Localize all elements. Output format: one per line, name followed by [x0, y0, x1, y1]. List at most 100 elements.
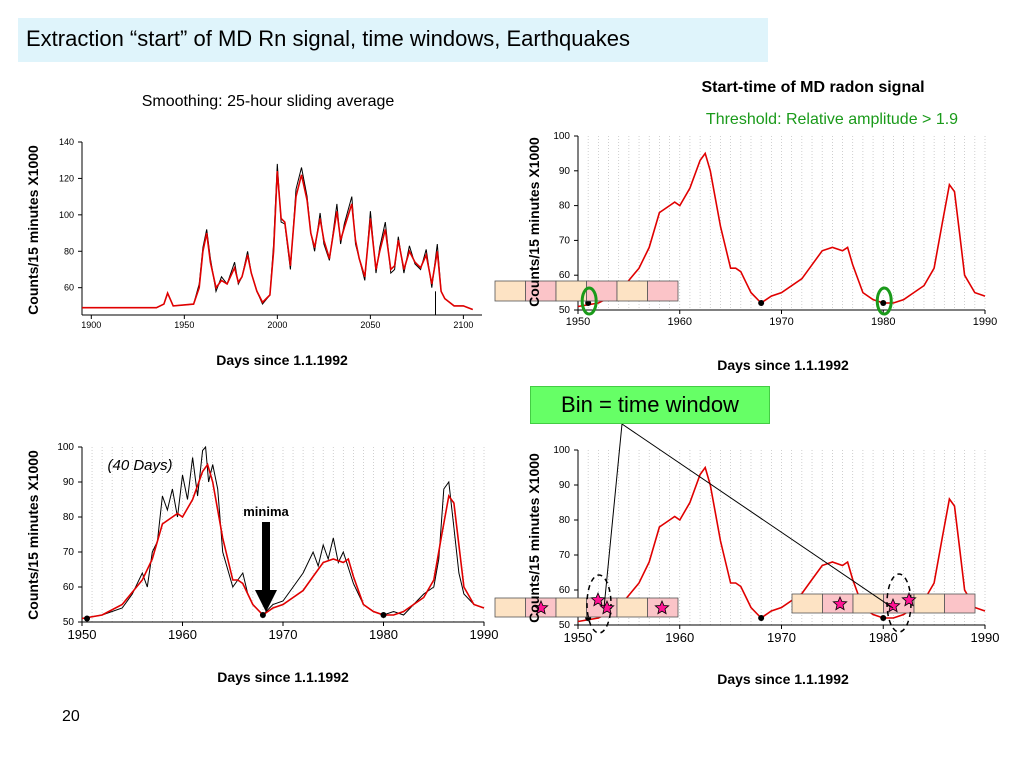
- x-tick-label: 1960: [665, 630, 694, 645]
- x-tick-label: 1950: [566, 316, 590, 328]
- x-tick-label: 1980: [369, 627, 398, 642]
- y-tick-label: 100: [553, 131, 570, 142]
- x-tick-label: 2000: [267, 320, 287, 330]
- y-tick-label: 120: [59, 173, 74, 183]
- y-tick-label: 60: [63, 582, 75, 593]
- time-bin: [913, 593, 945, 614]
- y-tick-label: 50: [559, 305, 571, 316]
- y-tick-label: 80: [63, 512, 75, 523]
- threshold-ellipse: [875, 286, 893, 316]
- minimum-point: [585, 300, 592, 307]
- callout-line: [621, 423, 894, 609]
- earthquake-star: [832, 595, 848, 611]
- title-banner: [18, 18, 768, 62]
- y-axis-label: Counts/15 minutes X1000: [526, 453, 542, 623]
- callout-line: [603, 423, 623, 609]
- chart-title: Start-time of MD radon signal: [701, 79, 924, 96]
- x-axis-label: Days since 1.1.1992: [717, 671, 849, 687]
- x-tick-label: 1990: [470, 627, 499, 642]
- time-bin: [616, 597, 648, 618]
- x-tick-label: 1990: [973, 316, 997, 328]
- y-tick-label: 80: [559, 515, 571, 526]
- earthquake-star: [654, 599, 670, 615]
- time-bin: [791, 593, 823, 614]
- window-ellipse: [586, 574, 612, 634]
- chart-tr: [494, 135, 986, 316]
- time-bin: [852, 593, 884, 614]
- y-tick-label: 140: [59, 137, 74, 147]
- series-line-smoothed: [577, 151, 986, 308]
- x-tick-label: 1980: [871, 316, 895, 328]
- x-tick-label: 1950: [174, 320, 194, 330]
- x-axis-label: Days since 1.1.1992: [717, 357, 849, 373]
- chart-br: [494, 423, 986, 634]
- x-tick-label: 2100: [453, 320, 473, 330]
- y-tick-label: 70: [63, 547, 75, 558]
- time-bin: [555, 597, 587, 618]
- y-tick-label: 100: [553, 445, 570, 456]
- chart-tl: [78, 141, 482, 319]
- x-tick-label: 1950: [68, 627, 97, 642]
- y-tick-label: 80: [559, 201, 571, 212]
- minimum-point: [758, 615, 765, 621]
- x-axis-label: Days since 1.1.1992: [217, 669, 349, 685]
- earthquake-star: [590, 591, 606, 607]
- y-tick-label: 50: [559, 620, 571, 631]
- earthquake-star: [901, 591, 917, 607]
- chart-title: Smoothing: 25-hour sliding average: [142, 93, 395, 110]
- minima-arrow-head: [255, 590, 277, 612]
- series-line-smoothed: [82, 171, 473, 311]
- threshold-ellipse: [580, 286, 598, 316]
- x-tick-label: 1960: [168, 627, 197, 642]
- chart-bl: [78, 445, 485, 626]
- slide-title: Extraction “start” of MD Rn signal, time…: [26, 26, 631, 51]
- time-bin: [616, 280, 648, 302]
- y-tick-label: 60: [559, 585, 571, 596]
- minimum-point: [380, 612, 387, 618]
- minimum-point: [259, 612, 266, 618]
- time-bin: [647, 280, 679, 302]
- x-axis-label: Days since 1.1.1992: [216, 352, 348, 368]
- time-bin: [494, 597, 526, 618]
- y-tick-label: 70: [559, 235, 571, 246]
- y-tick-label: 100: [59, 210, 74, 220]
- page-number: 20: [62, 708, 80, 725]
- series-line-raw: [81, 445, 485, 619]
- minimum-point: [758, 300, 765, 307]
- y-tick-label: 80: [64, 246, 74, 256]
- x-tick-label: 2050: [360, 320, 380, 330]
- time-bin: [944, 593, 976, 614]
- annotation-minima: minima: [243, 504, 289, 519]
- y-tick-label: 90: [559, 166, 571, 177]
- y-axis-label: Counts/15 minutes X1000: [25, 450, 41, 620]
- y-tick-label: 50: [63, 617, 75, 628]
- y-tick-label: 100: [57, 442, 74, 453]
- x-tick-label: 1950: [564, 630, 593, 645]
- chart-subtitle: Threshold: Relative amplitude > 1.9: [706, 111, 958, 128]
- earthquake-star: [599, 599, 615, 615]
- series-line-smoothed: [81, 462, 485, 620]
- x-tick-label: 1970: [767, 630, 796, 645]
- x-tick-label: 1970: [269, 627, 298, 642]
- y-tick-label: 70: [559, 550, 571, 561]
- y-tick-label: 90: [63, 477, 75, 488]
- earthquake-star: [533, 599, 549, 615]
- annotation-40-days: (40 Days): [107, 457, 172, 474]
- minimum-point: [880, 615, 887, 621]
- y-axis-label: Counts/15 minutes X1000: [25, 145, 41, 315]
- x-tick-label: 1900: [81, 320, 101, 330]
- x-tick-label: 1970: [769, 316, 793, 328]
- x-tick-label: 1980: [869, 630, 898, 645]
- x-tick-label: 1990: [971, 630, 1000, 645]
- y-tick-label: 60: [559, 270, 571, 281]
- time-bin: [494, 280, 526, 302]
- minimum-point: [84, 615, 91, 622]
- bin-label-box: Bin = time window: [530, 386, 770, 424]
- minimum-point: [880, 300, 887, 307]
- y-tick-label: 90: [559, 480, 571, 491]
- minima-arrow-shaft: [262, 522, 270, 592]
- x-tick-label: 1960: [668, 316, 692, 328]
- earthquake-star: [885, 597, 901, 613]
- y-tick-label: 60: [64, 283, 74, 293]
